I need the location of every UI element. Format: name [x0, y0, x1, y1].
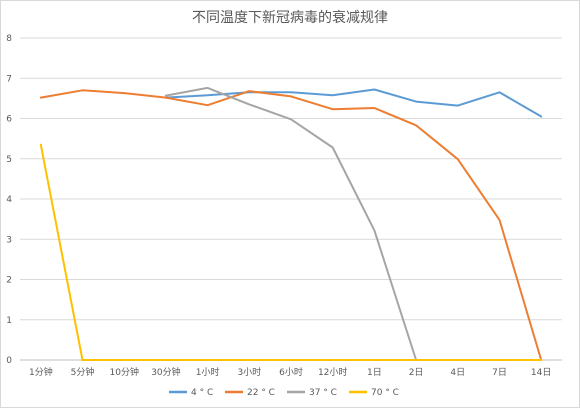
y-tick-label: 4: [6, 195, 12, 205]
x-tick-label: 12小时: [318, 366, 347, 378]
x-tick-label: 6小时: [279, 366, 303, 378]
series-line-2: [39, 89, 543, 361]
x-tick-label: 4日: [450, 367, 465, 378]
x-tick-label: 14日: [531, 367, 551, 378]
x-tick-label: 5分钟: [71, 366, 95, 378]
series-layer: [39, 86, 543, 361]
legend-label: 22 ° C: [247, 388, 275, 398]
series-line-3: [164, 86, 418, 361]
y-tick-label: 7: [6, 74, 12, 84]
x-tick-label: 10分钟: [110, 366, 139, 378]
x-tick-label: 3小时: [237, 366, 261, 378]
y-tick-label: 5: [6, 155, 12, 165]
x-tick-label: 30分钟: [151, 366, 180, 378]
y-axis-ticks: 0 1 2 3 4 5 6 7 8: [6, 34, 12, 366]
x-tick-label: 7日: [492, 367, 507, 378]
y-tick-label: 3: [6, 235, 12, 245]
y-tick-label: 0: [6, 356, 12, 366]
legend-label: 70 ° C: [371, 388, 399, 398]
x-axis-ticks: 1分钟 5分钟 10分钟 30分钟 1小时 3小时 6小时 12小时 1日 2日 4日 7日 14日: [29, 366, 551, 378]
x-tick-label: 1分钟: [29, 366, 53, 378]
y-tick-label: 6: [6, 115, 12, 125]
x-tick-label: 2日: [409, 367, 424, 378]
y-tick-label: 1: [6, 316, 12, 326]
grid-layer: [20, 37, 562, 361]
x-tick-label: 1小时: [196, 366, 220, 378]
series-line-4: [39, 143, 543, 361]
y-tick-label: 2: [6, 276, 12, 286]
x-tick-label: 1日: [367, 367, 382, 378]
legend-label: 4 ° C: [191, 388, 213, 398]
legend-label: 37 ° C: [309, 388, 337, 398]
legend: 4 ° C 22 ° C 37 ° C 70 ° C: [169, 388, 399, 398]
series-line-1: [164, 88, 543, 118]
y-tick-label: 8: [6, 34, 12, 44]
chart-title: 不同温度下新冠病毒的衰减规律: [192, 9, 388, 26]
